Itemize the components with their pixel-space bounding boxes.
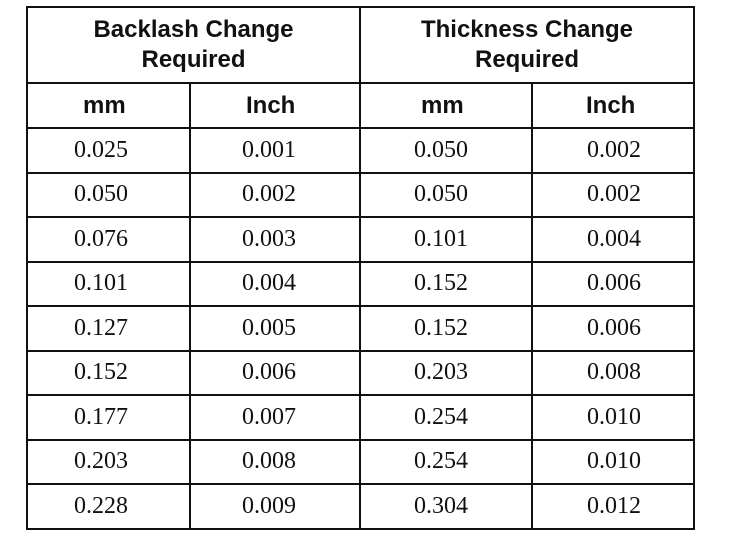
- backlash-mm-cell: 0.025: [26, 127, 191, 174]
- backlash-inch-cell: 0.002: [189, 171, 361, 218]
- unit-header-row: mm Inch mm Inch: [26, 82, 695, 129]
- thickness-inch-cell: 0.012: [531, 483, 695, 530]
- thickness-mm-cell: 0.254: [359, 394, 533, 441]
- thickness-inch-cell: 0.010: [531, 438, 695, 485]
- backlash-change-header-line1: Backlash Change: [93, 16, 294, 43]
- thickness-inch-cell: 0.010: [531, 394, 695, 441]
- thickness-inch-cell: 0.008: [531, 349, 695, 396]
- backlash-inch-cell: 0.004: [189, 260, 361, 307]
- table-row: 0.127 0.005 0.152 0.006: [26, 305, 695, 352]
- backlash-mm-cell: 0.101: [26, 260, 191, 307]
- thickness-mm-cell: 0.152: [359, 260, 533, 307]
- backlash-inch-cell: 0.005: [189, 305, 361, 352]
- backlash-inch-cell: 0.007: [189, 394, 361, 441]
- backlash-mm-header: mm: [26, 82, 191, 129]
- backlash-change-header: Backlash Change Required: [26, 6, 361, 84]
- thickness-change-header-line1: Thickness Change: [420, 16, 634, 43]
- backlash-mm-cell: 0.076: [26, 216, 191, 263]
- thickness-change-header: Thickness Change Required: [359, 6, 695, 84]
- backlash-inch-cell: 0.009: [189, 483, 361, 530]
- table-row: 0.050 0.002 0.050 0.002: [26, 171, 695, 218]
- backlash-mm-cell: 0.177: [26, 394, 191, 441]
- backlash-mm-cell: 0.050: [26, 171, 191, 218]
- backlash-inch-cell: 0.003: [189, 216, 361, 263]
- thickness-mm-cell: 0.304: [359, 483, 533, 530]
- thickness-mm-cell: 0.203: [359, 349, 533, 396]
- table-body: 0.025 0.001 0.050 0.002 0.050 0.002 0.05…: [26, 127, 695, 530]
- thickness-inch-cell: 0.002: [531, 127, 695, 174]
- backlash-mm-cell: 0.127: [26, 305, 191, 352]
- thickness-inch-cell: 0.002: [531, 171, 695, 218]
- backlash-inch-cell: 0.008: [189, 438, 361, 485]
- backlash-inch-header: Inch: [189, 82, 361, 129]
- backlash-mm-cell: 0.228: [26, 483, 191, 530]
- table-row: 0.152 0.006 0.203 0.008: [26, 349, 695, 396]
- thickness-mm-cell: 0.101: [359, 216, 533, 263]
- thickness-mm-cell: 0.254: [359, 438, 533, 485]
- thickness-inch-cell: 0.006: [531, 305, 695, 352]
- table-row: 0.177 0.007 0.254 0.010: [26, 394, 695, 441]
- table-row: 0.228 0.009 0.304 0.012: [26, 483, 695, 530]
- thickness-inch-cell: 0.004: [531, 216, 695, 263]
- thickness-inch-cell: 0.006: [531, 260, 695, 307]
- backlash-change-header-line2: Required: [141, 46, 246, 73]
- table-row: 0.076 0.003 0.101 0.004: [26, 216, 695, 263]
- table-row: 0.025 0.001 0.050 0.002: [26, 127, 695, 174]
- backlash-mm-cell: 0.152: [26, 349, 191, 396]
- thickness-mm-cell: 0.050: [359, 127, 533, 174]
- thickness-inch-header: Inch: [531, 82, 695, 129]
- thickness-mm-cell: 0.152: [359, 305, 533, 352]
- backlash-thickness-table: Backlash Change Required Thickness Chang…: [26, 6, 695, 530]
- table-row: 0.101 0.004 0.152 0.006: [26, 260, 695, 307]
- thickness-mm-header: mm: [359, 82, 533, 129]
- table-row: 0.203 0.008 0.254 0.010: [26, 438, 695, 485]
- thickness-change-header-line2: Required: [474, 46, 579, 73]
- backlash-thickness-table-container: Backlash Change Required Thickness Chang…: [26, 6, 695, 530]
- backlash-inch-cell: 0.001: [189, 127, 361, 174]
- group-header-row: Backlash Change Required Thickness Chang…: [26, 6, 695, 84]
- backlash-inch-cell: 0.006: [189, 349, 361, 396]
- backlash-mm-cell: 0.203: [26, 438, 191, 485]
- thickness-mm-cell: 0.050: [359, 171, 533, 218]
